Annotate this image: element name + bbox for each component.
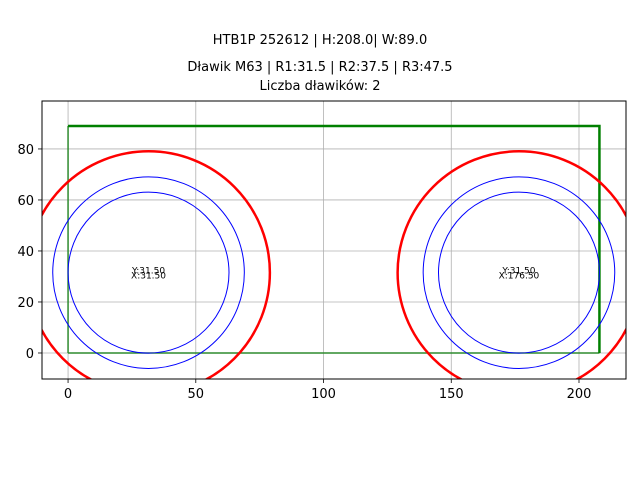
plot-shapes [42, 124, 626, 379]
chart-title-line-2: Dławik M63 | R1:31.5 | R2:37.5 | R3:47.5 [187, 60, 453, 75]
y-tick-label: 0 [26, 347, 34, 362]
choke-circle-r2 [422, 176, 616, 369]
y-tick-label: 40 [17, 245, 34, 260]
axes-frame [41, 100, 627, 380]
x-tick-label: 50 [188, 387, 205, 402]
choke-circle-r1 [437, 191, 600, 354]
chart-title-line-3: Liczba dławików: 2 [259, 79, 381, 94]
choke-label-y: Y:31.50 [131, 267, 165, 277]
choke-label-x: X:31.50 [131, 272, 166, 282]
choke-circle-r1 [67, 191, 230, 354]
y-tick-label: 20 [17, 296, 34, 311]
x-tick-label: 150 [439, 387, 464, 402]
choke-label-x: X:176.50 [499, 272, 540, 282]
choke-circle-r3 [396, 150, 626, 379]
axis-ticks: 0 50 100 150 200 0 20 40 60 80 [17, 143, 591, 402]
x-tick-label: 0 [64, 387, 72, 402]
choke-circle-r2 [52, 176, 245, 369]
housing-rect-outer [68, 124, 601, 353]
grid-lines [42, 101, 626, 379]
choke-circle-r3 [42, 150, 272, 379]
x-tick-label: 100 [311, 387, 336, 402]
choke-annotations: Y:31.50X:31.50 Y:31.50X:176.50 [131, 267, 540, 282]
choke-label-y: Y:31.50 [501, 267, 535, 277]
y-tick-label: 80 [17, 143, 34, 158]
x-tick-label: 200 [567, 387, 592, 402]
chart-title-line-1: HTB1P 252612 | H:208.0| W:89.0 [212, 33, 428, 48]
y-tick-label: 60 [17, 194, 34, 209]
housing-rect-inner [67, 125, 600, 354]
